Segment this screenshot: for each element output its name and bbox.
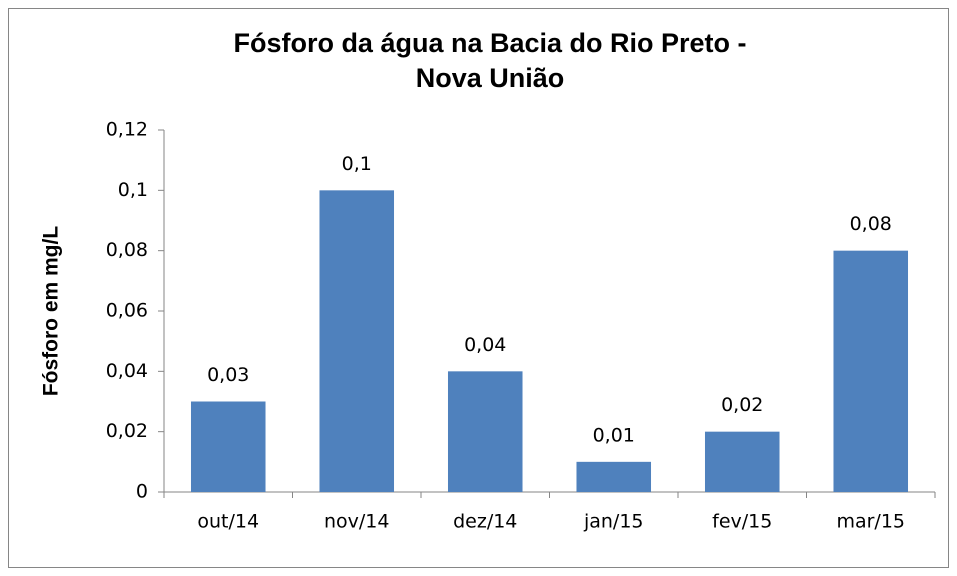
x-tick-label: dez/14 [453,511,517,533]
y-tick-label: 0,04 [106,360,148,382]
y-tick-label: 0,1 [118,179,148,201]
chart-title: Nova União [416,63,565,93]
data-label: 0,01 [593,424,635,446]
data-label: 0,02 [721,394,763,416]
y-tick-label: 0,12 [106,119,148,141]
bar [704,431,780,492]
bar [576,461,652,492]
x-tick-label: mar/15 [836,511,905,533]
data-label: 0,08 [850,213,892,235]
bar [833,250,909,492]
bar [319,190,395,493]
data-label: 0,03 [207,364,249,386]
x-tick-label: nov/14 [324,511,390,533]
y-tick-label: 0,06 [106,300,148,322]
y-tick-label: 0,02 [106,420,148,442]
y-tick-label: 0,08 [106,239,148,261]
y-axis-title: Fósforo em mg/L [40,226,63,397]
x-tick-label: fev/15 [712,511,772,533]
data-label: 0,04 [464,334,506,356]
bar [190,401,266,492]
x-tick-label: jan/15 [583,511,644,533]
y-tick-label: 0 [136,481,148,503]
chart-title: Fósforo da água na Bacia do Rio Preto - [233,28,746,58]
x-tick-label: out/14 [197,511,259,533]
data-label: 0,1 [342,153,372,175]
bar [447,371,523,492]
